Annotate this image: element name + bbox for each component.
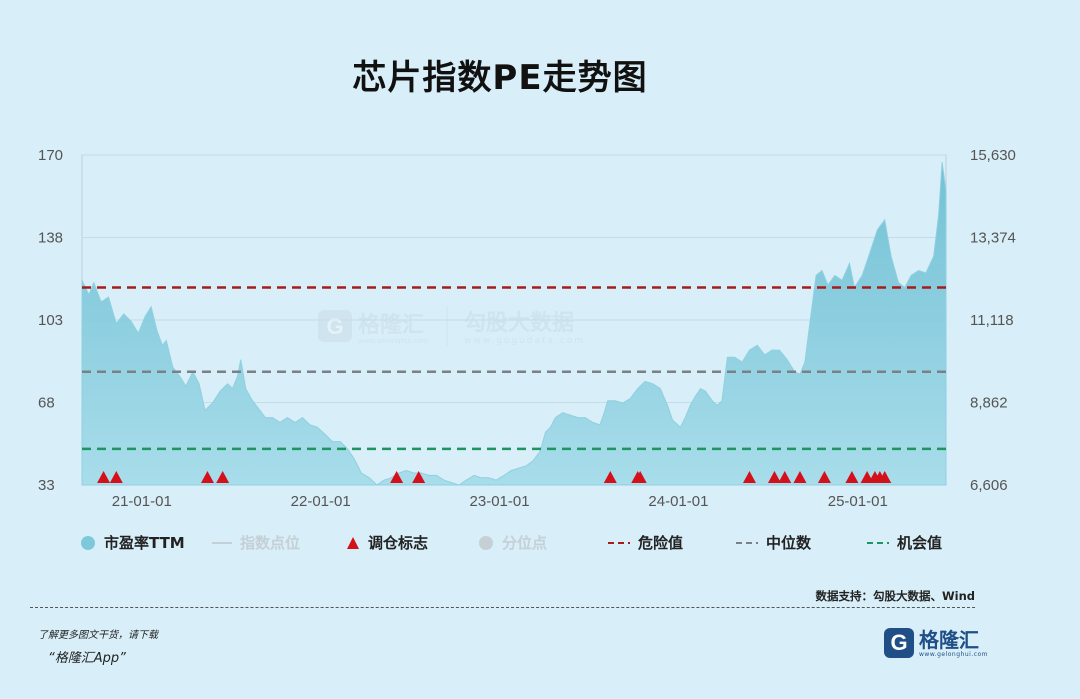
dashed-green-icon	[867, 541, 889, 544]
legend-label: 市盈率TTM	[104, 534, 185, 552]
x-tick-label: 23-01-01	[470, 493, 530, 510]
left-axis: 170 138 103 68 33	[38, 147, 63, 494]
left-tick-label: 138	[38, 230, 63, 247]
legend-item-median[interactable]: 中位数	[736, 532, 811, 553]
legend-label: 中位数	[766, 534, 812, 552]
rebalance-mark	[793, 471, 807, 483]
left-tick-label: 103	[38, 312, 63, 329]
legend-item-opportunity[interactable]: 机会值	[867, 532, 942, 553]
x-axis: 21-01-01 22-01-01 23-01-01 24-01-01 25-01-01	[112, 493, 888, 510]
pe-area	[81, 162, 947, 486]
legend-item-pe[interactable]: 市盈率TTM	[80, 532, 185, 553]
x-tick-label: 24-01-01	[648, 493, 708, 510]
dashed-red-icon	[608, 541, 630, 544]
filled-circle-icon	[81, 535, 95, 550]
rebalance-mark	[767, 471, 781, 483]
legend-item-index[interactable]: 指数点位	[212, 532, 300, 553]
logo-sub: www.gelonghui.com	[919, 650, 989, 658]
rebalance-mark	[817, 471, 831, 483]
rebalance-mark	[109, 471, 123, 483]
rebalance-mark	[778, 471, 792, 483]
legend-label: 机会值	[897, 534, 943, 552]
left-tick-label: 33	[38, 477, 55, 494]
rebalance-mark	[200, 471, 214, 483]
left-tick-label: 170	[38, 147, 63, 164]
right-tick-label: 13,374	[970, 230, 1016, 247]
rebalance-mark	[845, 471, 859, 483]
rebalance-mark	[878, 471, 892, 483]
x-tick-label: 25-01-01	[828, 493, 888, 510]
footer-download-text: 了解更多图文干货，请下载	[38, 630, 158, 641]
brand-logo: G 格隆汇 www.gelonghui.com	[884, 628, 988, 658]
left-tick-label: 68	[38, 395, 55, 412]
divider	[30, 607, 975, 608]
legend-label: 危险值	[638, 534, 684, 552]
rebalance-marks	[97, 471, 892, 483]
rebalance-mark	[390, 471, 404, 483]
chart-title: 芯片指数PE走势图	[352, 58, 648, 98]
line-icon	[212, 541, 232, 544]
legend-item-percentile[interactable]: 分位点	[478, 532, 547, 553]
legend: 市盈率TTM 指数点位 调仓标志 分位点 危险值 中位数 机会值	[80, 532, 960, 556]
triangle-icon	[347, 536, 359, 549]
rebalance-mark	[603, 471, 617, 483]
watermark-sub: www.gelonghui.com	[358, 337, 429, 345]
data-source: 数据支持：勾股大数据、Wind	[815, 589, 975, 603]
watermark: G 格隆汇 www.gelonghui.com 勾股大数据 www.goguda…	[318, 306, 585, 346]
legend-label: 分位点	[502, 534, 548, 552]
right-tick-label: 11,118	[970, 312, 1014, 329]
logo-name: 格隆汇	[919, 627, 979, 652]
reference-lines	[82, 286, 946, 451]
logo-g-icon: G	[884, 628, 914, 658]
right-axis: 15,630 13,374 11,118 8,862 6,606	[970, 147, 1016, 494]
footer-app-name: “格隆汇App”	[48, 651, 126, 666]
legend-label: 调仓标志	[368, 534, 429, 552]
rebalance-mark	[216, 471, 230, 483]
rebalance-mark	[742, 471, 756, 483]
right-tick-label: 8,862	[970, 395, 1008, 412]
watermark-name2: 勾股大数据	[464, 310, 574, 336]
legend-item-rebalance[interactable]: 调仓标志	[346, 532, 428, 553]
watermark-sub2: www.gogudata.com	[464, 336, 585, 346]
x-tick-label: 22-01-01	[291, 493, 351, 510]
rebalance-mark	[97, 471, 111, 483]
watermark-name: 格隆汇	[358, 312, 424, 338]
legend-item-danger[interactable]: 危险值	[608, 532, 683, 553]
dashed-gray-icon	[736, 541, 758, 544]
watermark-logo-glyph: G	[326, 314, 343, 339]
right-tick-label: 6,606	[970, 477, 1008, 494]
rebalance-mark	[633, 471, 647, 483]
circle-icon	[479, 535, 493, 550]
watermark-logo-icon	[318, 310, 352, 342]
x-tick-label: 21-01-01	[112, 493, 172, 510]
rebalance-mark	[412, 471, 426, 483]
legend-label: 指数点位	[240, 534, 301, 552]
right-tick-label: 15,630	[970, 147, 1016, 164]
